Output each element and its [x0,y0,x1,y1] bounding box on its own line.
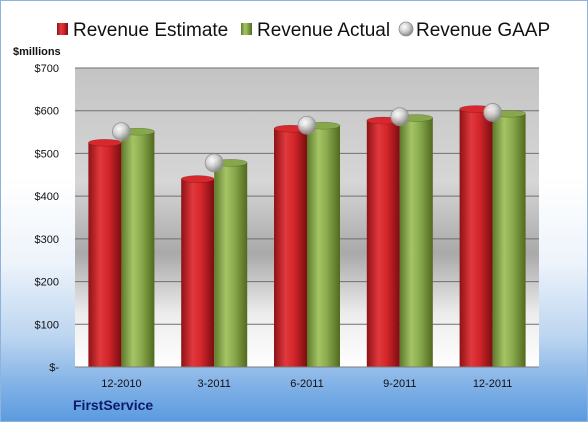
legend-swatch-revenue-gaap [398,21,414,37]
marker-revenue-gaap [297,115,317,135]
bar-revenue-estimate [459,109,493,368]
y-tick-label: $100 [35,319,59,331]
x-tick-label: 9-2011 [383,378,416,390]
x-tick-label: 6-2011 [290,378,323,390]
bar-revenue-actual [214,162,248,367]
y-tick-label: $200 [35,277,59,289]
y-tick-label: $500 [35,148,59,160]
legend-swatch-revenue-actual [241,23,252,35]
x-tick-label: 12-2011 [473,378,513,390]
legend-label-revenue-estimate: Revenue Estimate [73,20,228,41]
bar-revenue-estimate [181,179,215,367]
bar-revenue-estimate [88,142,122,367]
x-tick-label: 3-2011 [197,378,230,390]
bar-revenue-estimate [274,128,307,367]
marker-revenue-gaap [483,103,503,122]
bar-revenue-actual [399,117,433,368]
legend-label-revenue-gaap: Revenue GAAP [416,20,550,41]
bar-top-revenue-estimate [88,138,122,147]
y-tick-label: $600 [35,106,59,118]
y-unit-label: $millions [13,46,61,58]
y-tick-label: $- [49,362,59,374]
y-tick-label: $700 [35,63,59,75]
x-tick-label: 12-2010 [101,378,141,390]
legend-label-revenue-actual: Revenue Actual [257,20,390,41]
marker-revenue-gaap [204,153,224,173]
marker-revenue-gaap [112,122,131,142]
company-name: FirstService [73,397,154,413]
legend-swatch-revenue-estimate [57,23,68,35]
bar-top-revenue-estimate [180,175,215,183]
marker-revenue-gaap [390,107,410,127]
bar-revenue-actual [121,131,155,367]
y-tick-label: $300 [35,234,59,246]
bar-revenue-estimate [366,120,400,367]
bar-revenue-actual [492,113,526,367]
y-tick-label: $400 [35,191,59,203]
bar-revenue-actual [307,125,340,368]
